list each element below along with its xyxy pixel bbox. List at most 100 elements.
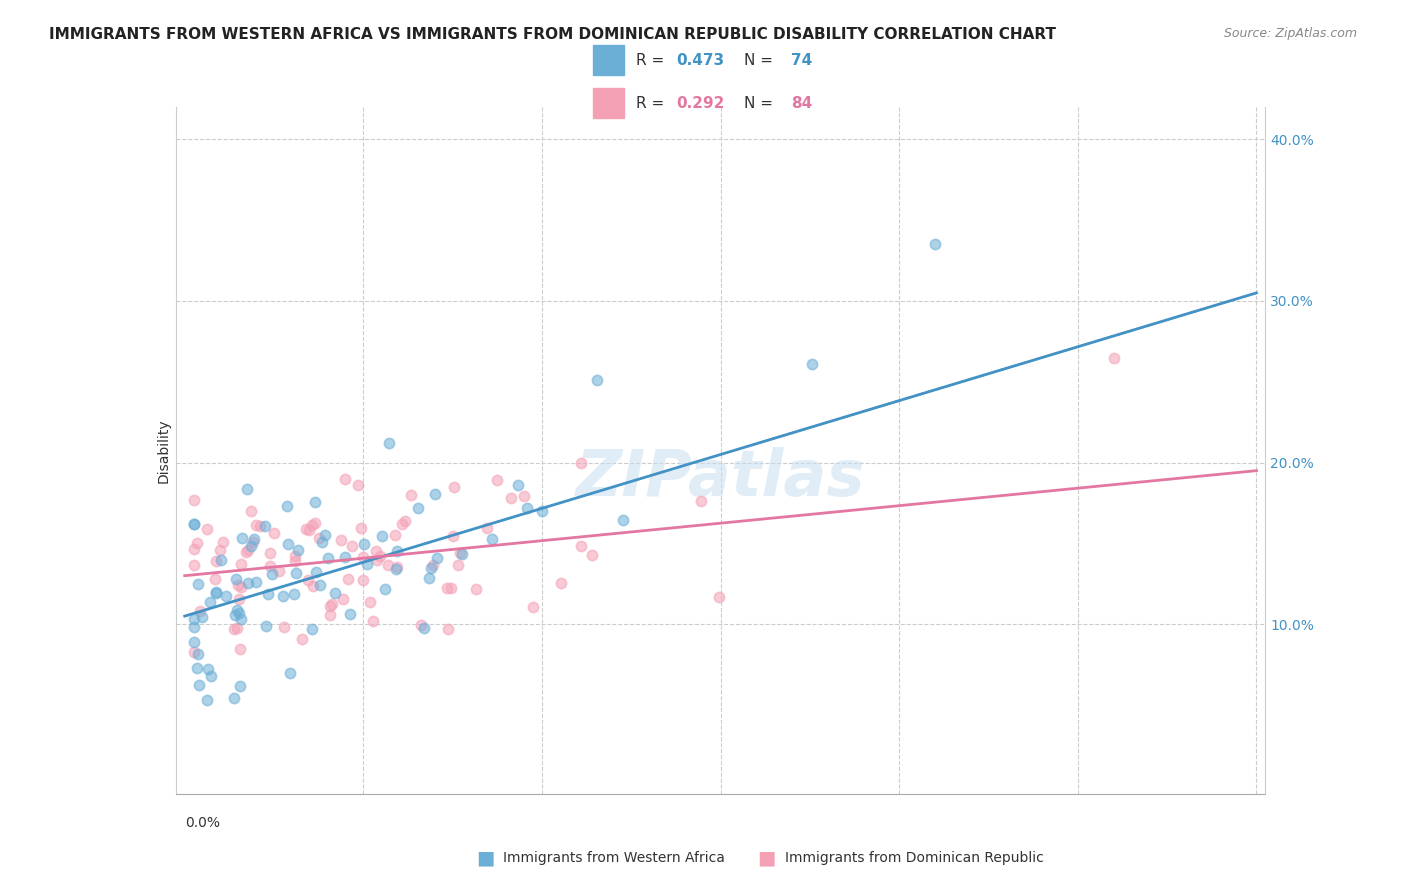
Point — [183, 541, 205, 556]
Point — [371, 529, 394, 543]
Point — [226, 621, 249, 635]
Point — [205, 586, 228, 600]
Text: Immigrants from Western Africa: Immigrants from Western Africa — [503, 851, 725, 865]
Point — [243, 533, 266, 547]
Bar — [593, 88, 624, 118]
Point — [195, 522, 218, 536]
Text: N =: N = — [744, 95, 778, 111]
Point — [229, 612, 252, 626]
Point — [226, 578, 249, 592]
Point — [301, 622, 323, 636]
Point — [240, 539, 263, 553]
Point — [522, 600, 544, 615]
Point — [190, 605, 212, 619]
Point — [308, 531, 330, 545]
Text: Source: ZipAtlas.com: Source: ZipAtlas.com — [1223, 27, 1357, 40]
Point — [283, 553, 305, 567]
Point — [304, 516, 326, 530]
Point — [200, 669, 222, 683]
Text: 84: 84 — [790, 95, 813, 111]
Point — [411, 617, 433, 632]
Point — [356, 557, 378, 571]
Point — [287, 543, 309, 558]
Point — [229, 641, 252, 656]
Point — [422, 558, 444, 572]
Point — [204, 572, 226, 586]
Point — [368, 549, 391, 563]
Point — [316, 551, 339, 566]
Point — [225, 603, 247, 617]
Point — [571, 540, 593, 554]
Text: Immigrants from Dominican Republic: Immigrants from Dominican Republic — [785, 851, 1043, 865]
Point — [377, 558, 399, 572]
Point — [183, 516, 205, 531]
Point — [236, 575, 259, 590]
Point — [242, 534, 264, 549]
Point — [464, 582, 486, 596]
Point — [260, 567, 283, 582]
Point — [385, 543, 408, 558]
Point — [228, 679, 250, 693]
Point — [222, 622, 245, 636]
Point — [283, 586, 305, 600]
Point — [200, 595, 222, 609]
Point — [418, 571, 440, 585]
Point — [441, 529, 464, 543]
Point — [690, 494, 713, 508]
Point — [294, 522, 316, 536]
Point — [516, 500, 538, 515]
Point — [437, 622, 460, 636]
Point — [311, 535, 333, 549]
Text: 0.292: 0.292 — [676, 95, 724, 111]
Point — [197, 662, 219, 676]
Point — [183, 612, 205, 626]
Point — [361, 614, 384, 628]
Point — [423, 487, 446, 501]
Point — [183, 492, 205, 507]
Text: R =: R = — [636, 53, 669, 68]
Point — [475, 520, 498, 534]
Point — [225, 573, 247, 587]
Point — [273, 589, 295, 603]
Point — [353, 537, 375, 551]
Point — [359, 594, 381, 608]
Point — [319, 599, 342, 614]
Point — [276, 500, 298, 514]
Point — [297, 573, 319, 587]
Point — [339, 607, 361, 621]
Point — [240, 504, 263, 518]
Point — [183, 645, 205, 659]
Point — [333, 472, 356, 486]
Point — [451, 547, 474, 561]
Point — [229, 557, 252, 571]
Point — [183, 516, 205, 531]
Point — [257, 587, 280, 601]
Point — [309, 578, 332, 592]
Point — [222, 690, 245, 705]
Point — [352, 550, 374, 565]
Point — [195, 692, 218, 706]
Point — [259, 558, 281, 573]
Point — [278, 665, 301, 680]
Point — [485, 473, 508, 487]
Point — [449, 546, 471, 560]
Point — [186, 535, 208, 549]
Point — [801, 357, 824, 371]
Point — [263, 526, 285, 541]
Point — [208, 542, 231, 557]
Point — [481, 532, 503, 546]
Point — [440, 581, 463, 595]
Point — [513, 489, 536, 503]
Point — [366, 544, 388, 558]
Point — [245, 575, 267, 590]
Point — [366, 553, 388, 567]
Point — [321, 597, 343, 611]
Point — [329, 533, 352, 548]
Point — [408, 501, 430, 516]
Point — [187, 678, 209, 692]
Point — [305, 566, 328, 580]
Point — [215, 589, 238, 603]
Point — [333, 549, 356, 564]
Text: 0.0%: 0.0% — [184, 816, 219, 830]
Text: ■: ■ — [475, 848, 495, 868]
